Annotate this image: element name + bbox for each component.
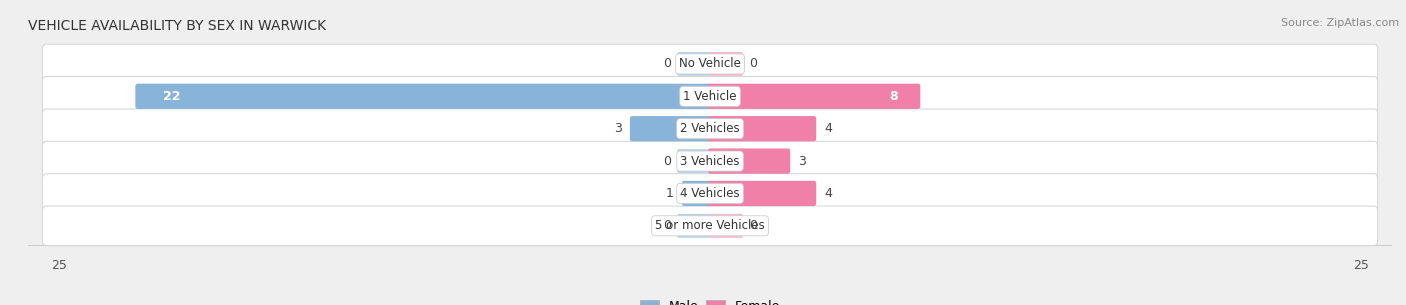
Text: 4 Vehicles: 4 Vehicles (681, 187, 740, 200)
FancyBboxPatch shape (709, 52, 742, 76)
Text: No Vehicle: No Vehicle (679, 57, 741, 70)
Text: 0: 0 (664, 219, 671, 232)
Text: VEHICLE AVAILABILITY BY SEX IN WARWICK: VEHICLE AVAILABILITY BY SEX IN WARWICK (28, 19, 326, 33)
FancyBboxPatch shape (709, 116, 817, 141)
FancyBboxPatch shape (42, 141, 1378, 181)
FancyBboxPatch shape (42, 44, 1378, 84)
FancyBboxPatch shape (709, 214, 742, 238)
Text: 8: 8 (889, 90, 897, 103)
FancyBboxPatch shape (135, 84, 711, 109)
FancyBboxPatch shape (42, 174, 1378, 213)
FancyBboxPatch shape (678, 214, 711, 238)
Text: 1 Vehicle: 1 Vehicle (683, 90, 737, 103)
Text: 0: 0 (749, 57, 756, 70)
FancyBboxPatch shape (709, 181, 817, 206)
FancyBboxPatch shape (709, 84, 921, 109)
Text: 4: 4 (824, 122, 832, 135)
Text: 22: 22 (163, 90, 181, 103)
FancyBboxPatch shape (678, 149, 711, 173)
Text: 3 Vehicles: 3 Vehicles (681, 155, 740, 167)
Text: Source: ZipAtlas.com: Source: ZipAtlas.com (1281, 18, 1399, 28)
Legend: Male, Female: Male, Female (636, 295, 785, 305)
FancyBboxPatch shape (42, 109, 1378, 149)
Text: 2 Vehicles: 2 Vehicles (681, 122, 740, 135)
Text: 4: 4 (824, 187, 832, 200)
FancyBboxPatch shape (682, 181, 711, 206)
Text: 1: 1 (665, 187, 673, 200)
FancyBboxPatch shape (42, 77, 1378, 116)
Text: 3: 3 (799, 155, 807, 167)
FancyBboxPatch shape (709, 149, 790, 174)
Text: 5 or more Vehicles: 5 or more Vehicles (655, 219, 765, 232)
FancyBboxPatch shape (630, 116, 711, 141)
Text: 0: 0 (664, 57, 671, 70)
Text: 0: 0 (664, 155, 671, 167)
Text: 3: 3 (613, 122, 621, 135)
FancyBboxPatch shape (42, 206, 1378, 246)
Text: 0: 0 (749, 219, 756, 232)
FancyBboxPatch shape (678, 52, 711, 76)
